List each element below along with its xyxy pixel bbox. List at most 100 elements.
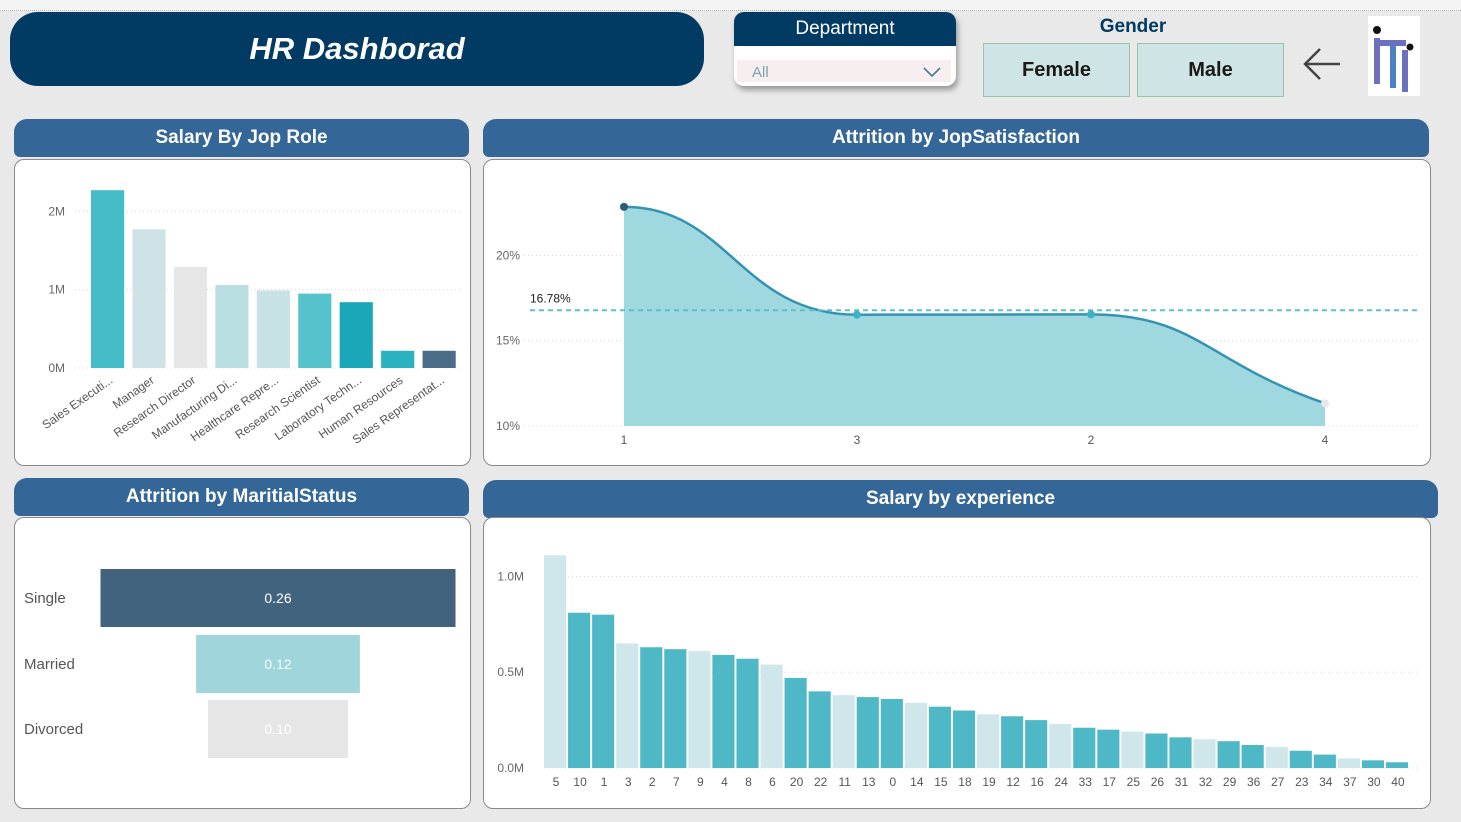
area-fill [624,206,1325,426]
x-tick-label: 9 [697,775,704,789]
x-tick-label: 10 [573,775,587,789]
x-tick-label: 22 [814,775,828,789]
bar [1337,758,1360,768]
bar [784,677,807,768]
x-tick-label: 6 [769,775,776,789]
x-tick-label: 8 [745,775,752,789]
x-tick-label: 14 [910,775,924,789]
bar [760,664,783,768]
salary-by-experience-chart: 0.0M0.5M1.0M5 10 1 3 2 7 9 4 8 6 20 22 11 13 0 14 15 18 19… [497,555,1420,789]
bar [712,654,735,768]
x-tick-label: 34 [1319,775,1333,789]
salary-by-experience-panel: 0.0M 0.5M 1.0M 5 10 1 3 2 7 9 4 8 6 20 22 11 13 0 14 15 18 19… [483,517,1431,809]
bar [173,266,208,368]
x-tick-label: 5 [553,775,560,789]
bar [1289,750,1312,768]
category-label: Married [24,656,75,673]
x-tick-label: 20 [790,775,804,789]
y-tick-label: 1M [48,283,65,297]
x-tick-label: 11 [838,775,851,789]
department-slicer-label: Department [734,12,956,46]
bar [688,651,711,768]
bar [1361,760,1385,768]
bar [928,706,952,768]
back-arrow-icon[interactable] [1300,44,1344,84]
gender-female-button[interactable]: Female [983,43,1130,97]
x-tick-label: 19 [982,775,996,789]
x-tick-label: 4 [1322,433,1329,447]
department-dropdown-value: All [752,64,769,81]
y-tick-label: 2M [48,204,65,218]
bar [256,290,290,368]
data-point [853,310,861,319]
y-tick-label: 0.5M [497,665,524,679]
x-tick-label: 16 [1030,775,1044,789]
department-slicer[interactable]: Department All [734,12,956,86]
x-tick-label: 23 [1295,775,1309,789]
bar [808,691,831,768]
y-tick-label: 0M [48,361,65,375]
bar [904,702,927,768]
bar [1049,723,1072,768]
y-tick-label: 10% [496,419,520,433]
x-tick-label: 17 [1103,775,1117,789]
y-tick-label: 1.0M [497,569,524,583]
x-tick-label: 3 [625,775,632,789]
x-tick-label: 12 [1006,775,1020,789]
x-tick-label: 15 [934,775,948,789]
x-tick-label: 1 [601,775,608,789]
y-tick-label: 0.0M [497,761,524,775]
bar [640,647,663,768]
data-point [1087,310,1095,319]
x-tick-label: 29 [1223,775,1237,789]
x-tick-label: 31 [1175,775,1189,789]
bar [1385,762,1409,768]
attrition-by-marital-chart: 0.26 Single 0.12 Married 0.10 Divorced [24,569,456,758]
area-line [623,205,1326,405]
salary-by-role-title: Salary By Jop Role [14,119,469,157]
bar [298,293,332,368]
attrition-by-marital-panel: 0.26 Single 0.12 Married 0.10 Divorced [14,517,471,809]
bar [592,614,615,768]
bar [91,190,125,368]
bar [832,695,855,768]
x-tick-label: 24 [1055,775,1069,789]
bar [1097,729,1120,768]
bar [952,710,976,768]
bar [1193,739,1216,768]
gender-slicer-label: Gender [1099,16,1167,37]
x-tick-label: 2 [649,775,656,789]
x-tick-label: 25 [1127,775,1141,789]
x-tick-label: 13 [862,775,876,789]
iti-logo-icon [1368,16,1420,96]
funnel-bar [208,700,348,758]
bar [215,284,249,368]
x-tick-label: 3 [854,433,861,447]
y-tick-label: 20% [496,248,520,262]
attrition-by-jobsat-title: Attrition by JopSatisfaction [483,119,1429,157]
bar [1145,733,1168,768]
x-tick-label: 18 [958,775,972,789]
bar [132,229,166,368]
x-tick-label: Sales Executi... [40,373,116,432]
bar [664,649,687,768]
gender-male-button[interactable]: Male [1137,43,1284,97]
bar [1217,741,1240,768]
average-label: 16.78% [530,291,571,305]
x-tick-label: 32 [1199,775,1213,789]
bar [339,302,373,368]
bar [880,699,903,768]
x-tick-label: 2 [1088,433,1095,447]
bar [1169,737,1192,768]
chevron-down-icon [923,67,941,78]
dashboard-title: HR Dashborad [10,12,704,86]
funnel-bar [100,569,456,627]
bar [1121,731,1144,768]
category-label: Divorced [24,721,83,738]
bar [1025,720,1048,768]
y-tick-label: 15% [496,334,520,348]
department-dropdown[interactable]: All [737,60,951,82]
salary-by-experience-title: Salary by experience [483,480,1438,518]
